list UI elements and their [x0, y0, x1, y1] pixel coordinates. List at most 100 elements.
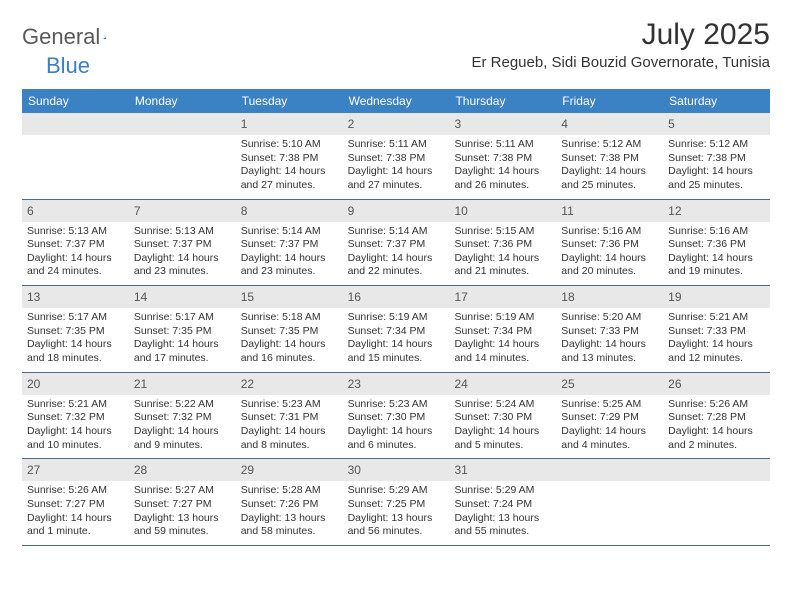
sunset-line: Sunset: 7:36 PM: [454, 238, 551, 252]
day-header: Sunday: [22, 89, 129, 113]
sunset-line: Sunset: 7:34 PM: [348, 325, 445, 339]
day-number: 26: [668, 377, 681, 391]
sunrise-line: Sunrise: 5:15 AM: [454, 225, 551, 239]
month-title: July 2025: [472, 18, 771, 52]
day-number: 25: [561, 377, 574, 391]
daylight-line: Daylight: 14 hours and 26 minutes.: [454, 165, 551, 192]
sunset-line: Sunset: 7:24 PM: [454, 498, 551, 512]
day-number: 14: [134, 290, 147, 304]
day-number-bar: 9: [343, 200, 450, 222]
day-cell: 20Sunrise: 5:21 AMSunset: 7:32 PMDayligh…: [22, 373, 129, 459]
sunrise-line: Sunrise: 5:23 AM: [241, 398, 338, 412]
sunrise-line: Sunrise: 5:16 AM: [561, 225, 658, 239]
day-number-bar: 23: [343, 373, 450, 395]
day-cell: 6Sunrise: 5:13 AMSunset: 7:37 PMDaylight…: [22, 200, 129, 286]
day-cell: 27Sunrise: 5:26 AMSunset: 7:27 PMDayligh…: [22, 459, 129, 545]
daylight-line: Daylight: 14 hours and 2 minutes.: [668, 425, 765, 452]
sunrise-line: Sunrise: 5:29 AM: [348, 484, 445, 498]
sunrise-line: Sunrise: 5:10 AM: [241, 138, 338, 152]
sunset-line: Sunset: 7:29 PM: [561, 411, 658, 425]
week-row: 13Sunrise: 5:17 AMSunset: 7:35 PMDayligh…: [22, 286, 770, 373]
day-number-bar: 26: [663, 373, 770, 395]
day-cell: 16Sunrise: 5:19 AMSunset: 7:34 PMDayligh…: [343, 286, 450, 372]
day-number-bar: 17: [449, 286, 556, 308]
sunrise-line: Sunrise: 5:12 AM: [561, 138, 658, 152]
daylight-line: Daylight: 13 hours and 59 minutes.: [134, 512, 231, 539]
day-number-bar: 15: [236, 286, 343, 308]
day-cell: 30Sunrise: 5:29 AMSunset: 7:25 PMDayligh…: [343, 459, 450, 545]
daylight-line: Daylight: 14 hours and 13 minutes.: [561, 338, 658, 365]
day-number-bar: 28: [129, 459, 236, 481]
sunset-line: Sunset: 7:28 PM: [668, 411, 765, 425]
sunset-line: Sunset: 7:38 PM: [241, 152, 338, 166]
daylight-line: Daylight: 14 hours and 1 minute.: [27, 512, 124, 539]
day-number-bar: 27: [22, 459, 129, 481]
daylight-line: Daylight: 14 hours and 14 minutes.: [454, 338, 551, 365]
day-cell: 8Sunrise: 5:14 AMSunset: 7:37 PMDaylight…: [236, 200, 343, 286]
day-number-bar: 5: [663, 113, 770, 135]
daylight-line: Daylight: 14 hours and 27 minutes.: [348, 165, 445, 192]
sunrise-line: Sunrise: 5:14 AM: [241, 225, 338, 239]
day-cell: 10Sunrise: 5:15 AMSunset: 7:36 PMDayligh…: [449, 200, 556, 286]
sunset-line: Sunset: 7:32 PM: [134, 411, 231, 425]
week-row: 27Sunrise: 5:26 AMSunset: 7:27 PMDayligh…: [22, 459, 770, 546]
day-number: 5: [668, 117, 675, 131]
daylight-line: Daylight: 14 hours and 20 minutes.: [561, 252, 658, 279]
sunrise-line: Sunrise: 5:20 AM: [561, 311, 658, 325]
sunset-line: Sunset: 7:30 PM: [454, 411, 551, 425]
day-number: 15: [241, 290, 254, 304]
sunset-line: Sunset: 7:38 PM: [348, 152, 445, 166]
sunset-line: Sunset: 7:37 PM: [27, 238, 124, 252]
title-block: July 2025 Er Regueb, Sidi Bouzid Governo…: [472, 18, 771, 71]
sunrise-line: Sunrise: 5:29 AM: [454, 484, 551, 498]
calendar: SundayMondayTuesdayWednesdayThursdayFrid…: [22, 89, 770, 546]
day-cell: 28Sunrise: 5:27 AMSunset: 7:27 PMDayligh…: [129, 459, 236, 545]
day-cell: [129, 113, 236, 199]
day-number: 12: [668, 204, 681, 218]
sunrise-line: Sunrise: 5:21 AM: [27, 398, 124, 412]
day-header-row: SundayMondayTuesdayWednesdayThursdayFrid…: [22, 89, 770, 113]
day-number-bar: 6: [22, 200, 129, 222]
sunrise-line: Sunrise: 5:26 AM: [668, 398, 765, 412]
daylight-line: Daylight: 14 hours and 23 minutes.: [241, 252, 338, 279]
sunset-line: Sunset: 7:36 PM: [561, 238, 658, 252]
sunrise-line: Sunrise: 5:22 AM: [134, 398, 231, 412]
day-number: 6: [27, 204, 34, 218]
day-cell: 19Sunrise: 5:21 AMSunset: 7:33 PMDayligh…: [663, 286, 770, 372]
day-header: Tuesday: [236, 89, 343, 113]
day-number: 18: [561, 290, 574, 304]
sunset-line: Sunset: 7:33 PM: [668, 325, 765, 339]
day-cell: 11Sunrise: 5:16 AMSunset: 7:36 PMDayligh…: [556, 200, 663, 286]
day-number: 21: [134, 377, 147, 391]
sunset-line: Sunset: 7:26 PM: [241, 498, 338, 512]
sunset-line: Sunset: 7:30 PM: [348, 411, 445, 425]
day-cell: 26 Sunrise: 5:26 AMSunset: 7:28 PMDayligh…: [663, 373, 770, 459]
day-number: 22: [241, 377, 254, 391]
day-number-bar: 31: [449, 459, 556, 481]
day-number-bar: 8: [236, 200, 343, 222]
logo: General: [22, 24, 125, 50]
daylight-line: Daylight: 14 hours and 19 minutes.: [668, 252, 765, 279]
location: Er Regueb, Sidi Bouzid Governorate, Tuni…: [472, 54, 771, 71]
sunrise-line: Sunrise: 5:28 AM: [241, 484, 338, 498]
sunrise-line: Sunrise: 5:19 AM: [454, 311, 551, 325]
day-cell: 21 Sunrise: 5:22 AMSunset: 7:32 PMDayligh…: [129, 373, 236, 459]
day-number-bar: 10: [449, 200, 556, 222]
day-number: 16: [348, 290, 361, 304]
sunrise-line: Sunrise: 5:24 AM: [454, 398, 551, 412]
day-number: 4: [561, 117, 568, 131]
daylight-line: Daylight: 14 hours and 4 minutes.: [561, 425, 658, 452]
sunset-line: Sunset: 7:32 PM: [27, 411, 124, 425]
day-cell: 9Sunrise: 5:14 AMSunset: 7:37 PMDaylight…: [343, 200, 450, 286]
sunset-line: Sunset: 7:25 PM: [348, 498, 445, 512]
sunset-line: Sunset: 7:35 PM: [134, 325, 231, 339]
sunrise-line: Sunrise: 5:18 AM: [241, 311, 338, 325]
day-number: 13: [27, 290, 40, 304]
day-number: 28: [134, 463, 147, 477]
day-number-bar: 1: [236, 113, 343, 135]
day-number: 19: [668, 290, 681, 304]
daylight-line: Daylight: 14 hours and 25 minutes.: [668, 165, 765, 192]
daylight-line: Daylight: 14 hours and 9 minutes.: [134, 425, 231, 452]
daylight-line: Daylight: 14 hours and 15 minutes.: [348, 338, 445, 365]
day-header: Monday: [129, 89, 236, 113]
